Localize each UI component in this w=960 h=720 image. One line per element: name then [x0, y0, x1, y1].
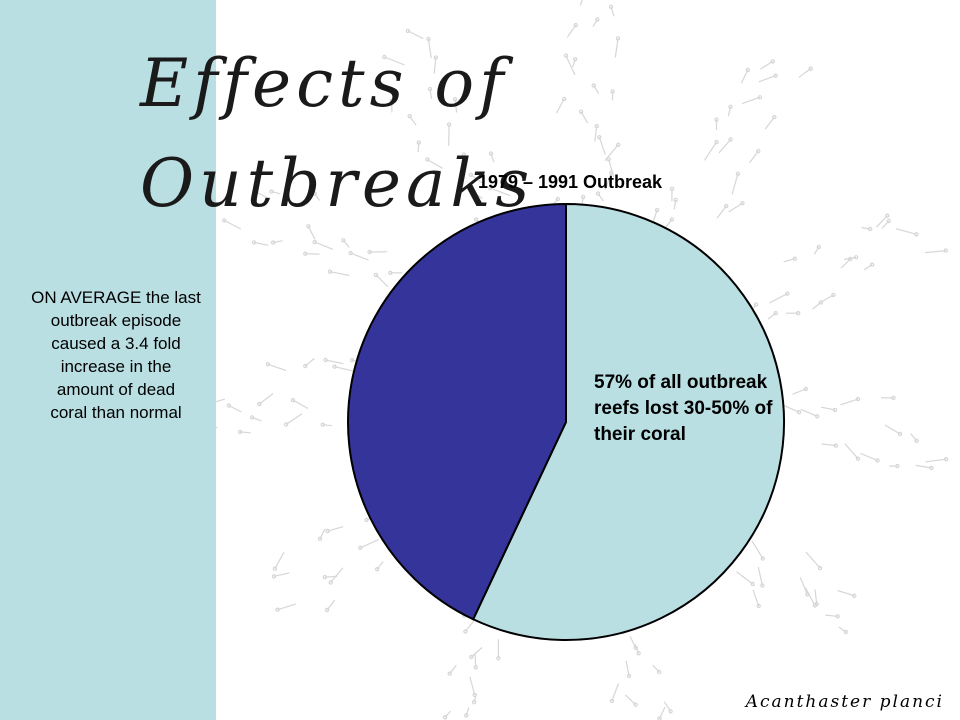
side-band [0, 0, 216, 720]
slice-annotation: 57% of all outbreak reefs lost 30-50% of… [594, 372, 773, 445]
side-note-line: ON AVERAGE the last [31, 288, 201, 307]
side-note-line: coral than normal [50, 403, 182, 422]
chart-title: 1979 – 1991 Outbreak [477, 172, 663, 192]
pie-chart [347, 202, 785, 641]
slide-title: Effects of Outbreaks [140, 45, 535, 222]
species-credit: Acanthaster planci [745, 692, 944, 712]
side-note-line: caused a 3.4 fold [51, 334, 181, 353]
pie-slice-1 [347, 202, 567, 621]
side-note-line: amount of dead [56, 380, 176, 399]
side-note: ON AVERAGE the last outbreak episode cau… [0, 286, 232, 424]
side-note-line: outbreak episode [50, 311, 182, 330]
side-note-line: increase in the [60, 357, 172, 376]
pie-slice-0 [471, 202, 785, 641]
